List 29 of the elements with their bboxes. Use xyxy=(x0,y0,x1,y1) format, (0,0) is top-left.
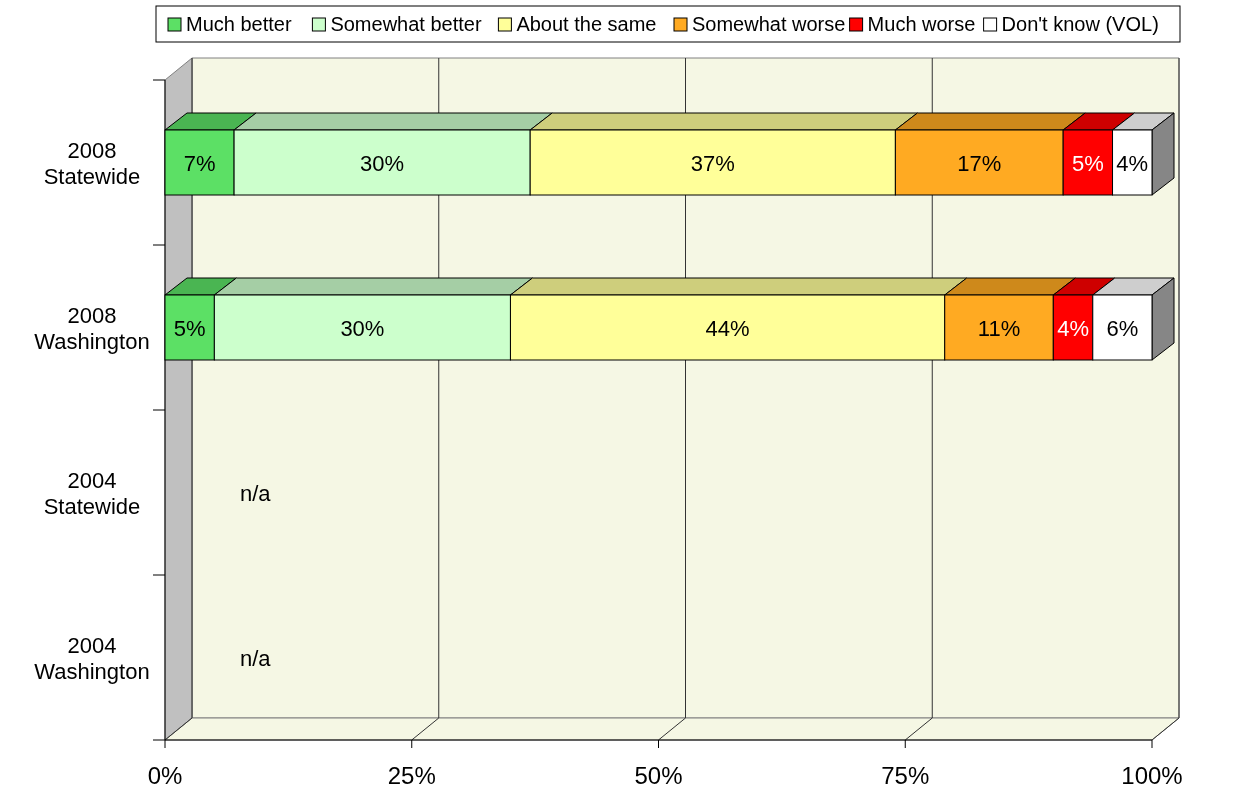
x-tick-label: 50% xyxy=(634,762,683,789)
text: 5% xyxy=(173,315,206,341)
text: 17% xyxy=(957,150,1002,176)
legend-label: Much better xyxy=(186,13,292,35)
x-tick-label: 75% xyxy=(881,762,930,789)
legend-label: About the same xyxy=(516,13,657,35)
text: 4% xyxy=(1057,315,1089,341)
text: 7% xyxy=(183,150,216,176)
text: 6% xyxy=(1106,315,1139,341)
x-tick-label: 25% xyxy=(387,762,436,789)
x-tick-label: 100% xyxy=(1121,762,1183,789)
legend-label: Much worse xyxy=(867,13,976,35)
text: 4% xyxy=(1116,150,1149,176)
legend-label: Somewhat better xyxy=(330,13,482,35)
text: 44% xyxy=(705,315,750,341)
text: 30% xyxy=(360,150,405,176)
y-tick-label: 2004 Statewide xyxy=(43,467,141,519)
y-tick-label: 2008 Washington xyxy=(34,302,150,354)
annotation: n/a xyxy=(240,645,272,671)
text: 30% xyxy=(340,315,385,341)
text: 5% xyxy=(1071,150,1104,176)
x-tick-label: 0% xyxy=(147,762,183,789)
legend-label: Somewhat worse xyxy=(692,13,846,35)
y-tick-label: 2008 Statewide xyxy=(43,137,141,189)
text: 11% xyxy=(977,315,1021,341)
text: 37% xyxy=(690,150,735,176)
y-tick-label: 2004 Washington xyxy=(34,632,150,684)
annotation: n/a xyxy=(240,480,272,506)
legend-label: Don't know (VOL) xyxy=(1001,13,1159,35)
